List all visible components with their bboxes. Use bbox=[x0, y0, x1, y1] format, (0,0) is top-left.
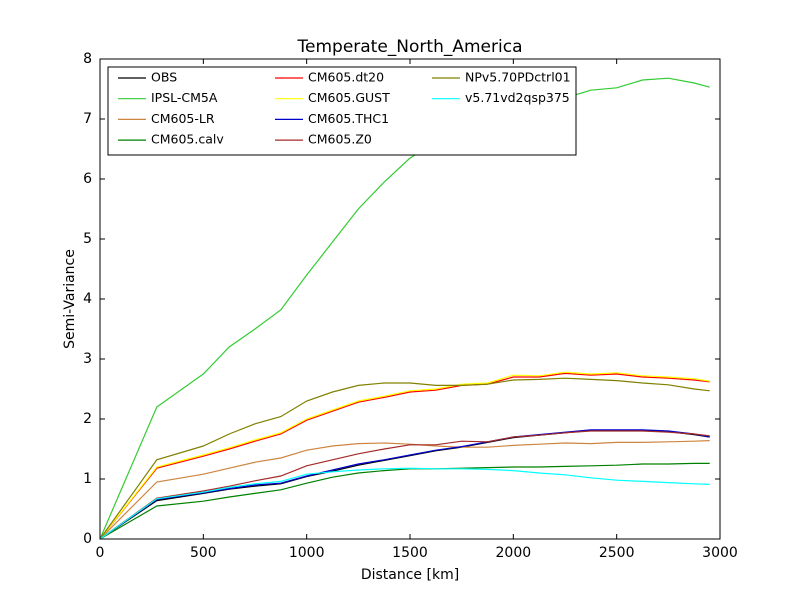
legend-label: CM605-LR bbox=[151, 111, 215, 126]
series-line bbox=[99, 430, 710, 540]
legend-label: CM605.calv bbox=[151, 132, 224, 147]
legend-label: NPv5.70PDctrl01 bbox=[465, 70, 571, 85]
legend-label: CM605.GUST bbox=[308, 90, 390, 105]
series-line bbox=[99, 467, 710, 540]
y-tick-label: 7 bbox=[83, 111, 92, 127]
x-tick-label: 2500 bbox=[599, 545, 635, 561]
legend-label: OBS bbox=[151, 70, 177, 85]
y-tick-label: 2 bbox=[83, 411, 92, 427]
x-tick-label: 3000 bbox=[702, 545, 738, 561]
y-tick-label: 4 bbox=[83, 291, 92, 307]
series-line bbox=[99, 429, 710, 540]
legend-label: IPSL-CM5A bbox=[151, 90, 218, 105]
y-axis-label: Semi-Variance bbox=[62, 249, 78, 349]
y-tick-label: 3 bbox=[83, 351, 92, 367]
x-axis-label: Distance [km] bbox=[361, 567, 459, 583]
y-tick-label: 1 bbox=[83, 471, 92, 487]
legend-box bbox=[107, 66, 577, 156]
x-tick-label: 1000 bbox=[289, 545, 325, 561]
series-line bbox=[99, 371, 710, 540]
x-tick-label: 0 bbox=[96, 545, 105, 561]
legend-label: CM605.dt20 bbox=[308, 70, 384, 85]
y-tick-label: 8 bbox=[83, 51, 92, 67]
legend-label: CM605.THC1 bbox=[308, 111, 389, 126]
chart-title: Temperate_North_America bbox=[297, 37, 523, 57]
y-tick-label: 6 bbox=[83, 171, 92, 187]
legend-label: v5.71vd2qsp375 bbox=[465, 90, 570, 105]
x-tick-label: 2000 bbox=[496, 545, 532, 561]
x-tick-label: 500 bbox=[190, 545, 217, 561]
series-line bbox=[99, 372, 710, 540]
series-line bbox=[99, 377, 710, 540]
x-tick-label: 1500 bbox=[392, 545, 428, 561]
legend-label: CM605.Z0 bbox=[308, 132, 372, 147]
plot-frame bbox=[99, 58, 721, 540]
y-tick-label: 5 bbox=[83, 231, 92, 247]
y-tick-label: 0 bbox=[83, 531, 92, 547]
series-line bbox=[99, 440, 710, 540]
